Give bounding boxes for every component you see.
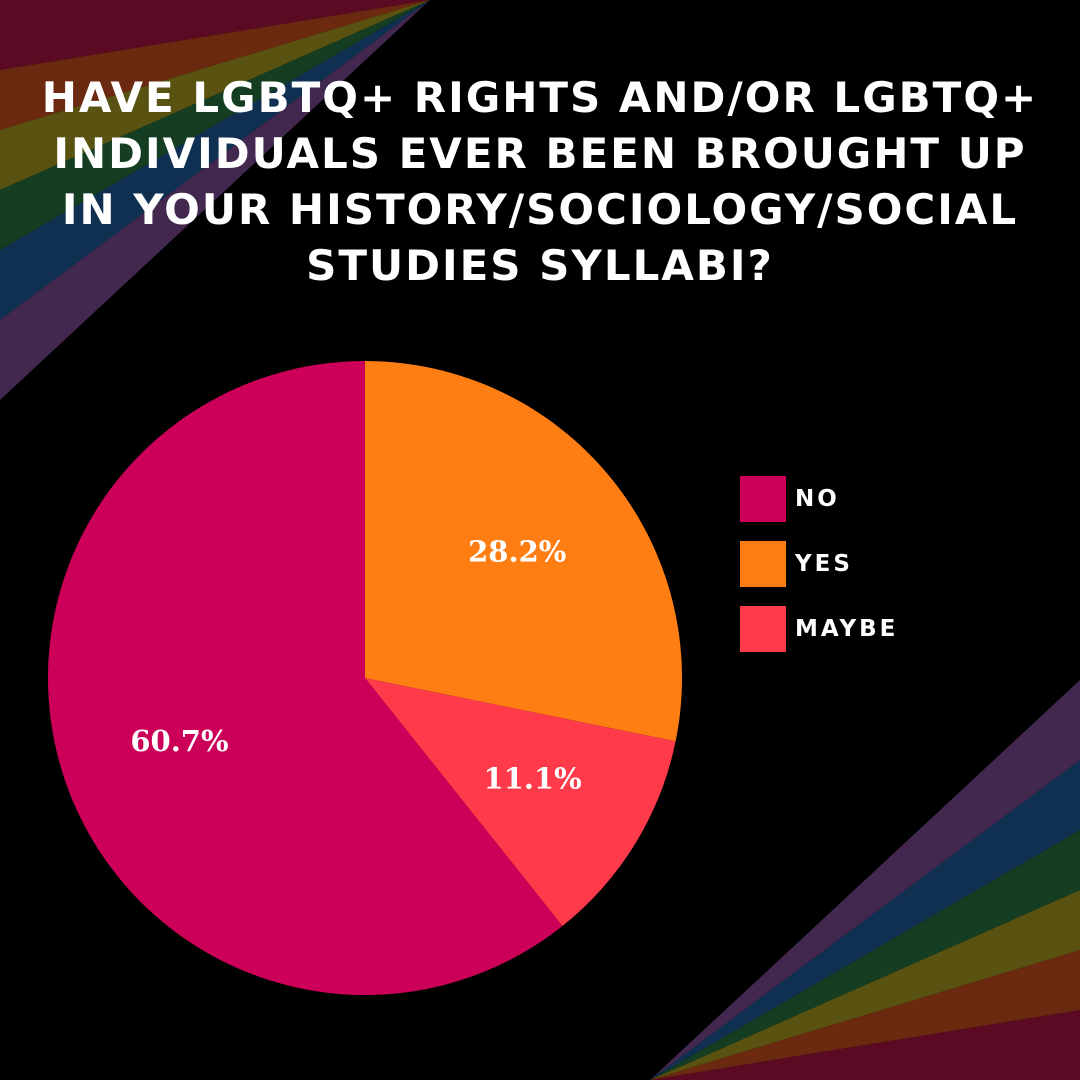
legend-swatch-yes [740, 541, 786, 587]
legend-item-maybe: MAYBE [740, 605, 1040, 653]
pie-slice-no [48, 361, 563, 995]
pie-label-maybe: 11.1% [483, 762, 581, 796]
legend-swatch-maybe [740, 606, 786, 652]
chart-title: HAVE LGBTQ+ RIGHTS AND/OR LGBTQ+ INDIVID… [41, 73, 1039, 290]
pie-label-no: 60.7% [130, 724, 228, 758]
legend-item-yes: YES [740, 540, 1040, 588]
legend-item-no: NO [740, 475, 1040, 523]
pie-slices [48, 361, 683, 995]
pie-slice-yes [365, 361, 683, 742]
legend-label-yes: YES [795, 551, 853, 577]
pie-label-yes: 28.2% [468, 535, 566, 569]
rainbow-stripe-bottom-right [650, 680, 1080, 1080]
pie-value-labels: 28.2% 11.1% 60.7% [130, 535, 581, 796]
legend-label-no: NO [795, 486, 840, 512]
chart-legend: NO YES MAYBE [740, 475, 1040, 670]
rainbow-stripe-top-left [0, 0, 430, 400]
legend-label-maybe: MAYBE [795, 616, 899, 642]
legend-swatch-no [740, 476, 786, 522]
pie-slice-maybe [365, 678, 676, 927]
